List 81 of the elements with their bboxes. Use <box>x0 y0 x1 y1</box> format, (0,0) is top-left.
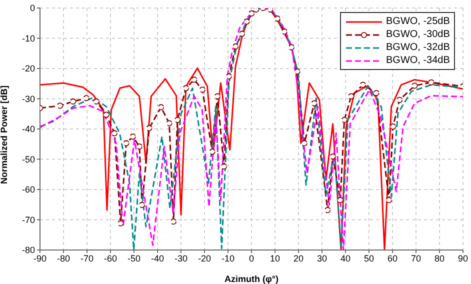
point <box>170 218 177 225</box>
y-tick-label: -30 <box>22 94 35 104</box>
x-tick-label: -30 <box>174 253 188 264</box>
point <box>146 125 152 132</box>
x-tick-label: 90 <box>458 253 468 264</box>
point <box>199 86 206 93</box>
y-tick-label: -60 <box>22 184 35 195</box>
point <box>244 18 250 25</box>
point <box>386 197 392 204</box>
x-tick-label: -90 <box>33 253 47 264</box>
point <box>253 8 260 13</box>
x-axis-title: Azimuth (φ°) <box>224 274 279 284</box>
point <box>341 116 348 123</box>
point <box>136 143 142 150</box>
legend-label: BGWO, -34dB <box>386 54 450 67</box>
y-tick-label: -50 <box>22 154 35 164</box>
y-tick-label: -20 <box>22 64 35 74</box>
point <box>123 140 130 146</box>
point <box>166 120 172 126</box>
point <box>214 93 220 100</box>
point <box>182 85 189 92</box>
point <box>111 130 118 136</box>
point <box>83 95 90 102</box>
y-tick-label: -10 <box>22 33 35 44</box>
y-tick-label: 0 <box>30 3 35 14</box>
x-tick-label: -50 <box>127 253 141 264</box>
legend-label: BGWO, -25dB <box>386 15 450 28</box>
y-tick-label: -40 <box>22 124 35 134</box>
legend-label: BGWO, -30dB <box>386 28 450 41</box>
point <box>232 43 239 50</box>
point <box>226 73 232 80</box>
x-tick-label: 80 <box>434 253 445 264</box>
x-tick-label: 20 <box>293 253 304 264</box>
point <box>191 76 198 83</box>
point <box>360 82 366 88</box>
point <box>281 28 288 35</box>
point <box>130 134 136 140</box>
x-tick-label: -80 <box>56 253 70 264</box>
x-tick-label: 0 <box>248 253 254 264</box>
point <box>118 220 124 226</box>
point <box>337 197 344 204</box>
point <box>158 104 164 110</box>
x-tick-label: -70 <box>80 253 94 264</box>
point <box>396 96 403 104</box>
point <box>274 16 280 22</box>
point <box>373 90 380 96</box>
point <box>220 163 228 170</box>
point <box>294 68 300 75</box>
y-tick-label: -80 <box>22 245 35 256</box>
point <box>93 98 100 105</box>
x-tick-label: 60 <box>387 253 398 264</box>
point <box>103 112 110 118</box>
x-tick-label: 70 <box>410 253 422 264</box>
x-tick-label: 50 <box>364 253 374 264</box>
point <box>209 148 216 155</box>
point <box>324 207 331 214</box>
x-tick-label: 30 <box>316 253 328 264</box>
point <box>390 124 396 130</box>
y-axis-title: Normalized Power [dB] <box>0 85 10 184</box>
point <box>239 30 246 37</box>
y-tick-label: -70 <box>22 214 35 225</box>
point <box>311 100 318 106</box>
point <box>348 93 354 100</box>
point <box>138 202 146 208</box>
point <box>70 98 76 105</box>
point <box>56 102 64 109</box>
x-tick-label: -10 <box>221 253 235 264</box>
x-tick-label: -40 <box>150 253 164 264</box>
legend-label: BGWO, -32dB <box>386 41 450 54</box>
point <box>248 10 255 16</box>
point <box>301 140 308 146</box>
point <box>267 8 274 13</box>
point <box>174 116 181 123</box>
point <box>288 44 294 50</box>
x-tick-label: -60 <box>104 253 118 264</box>
point <box>330 153 336 160</box>
point <box>428 79 434 86</box>
x-tick-label: 10 <box>270 253 280 264</box>
x-tick-label: 40 <box>340 253 351 264</box>
x-tick-label: -20 <box>198 253 212 264</box>
point <box>412 82 418 89</box>
